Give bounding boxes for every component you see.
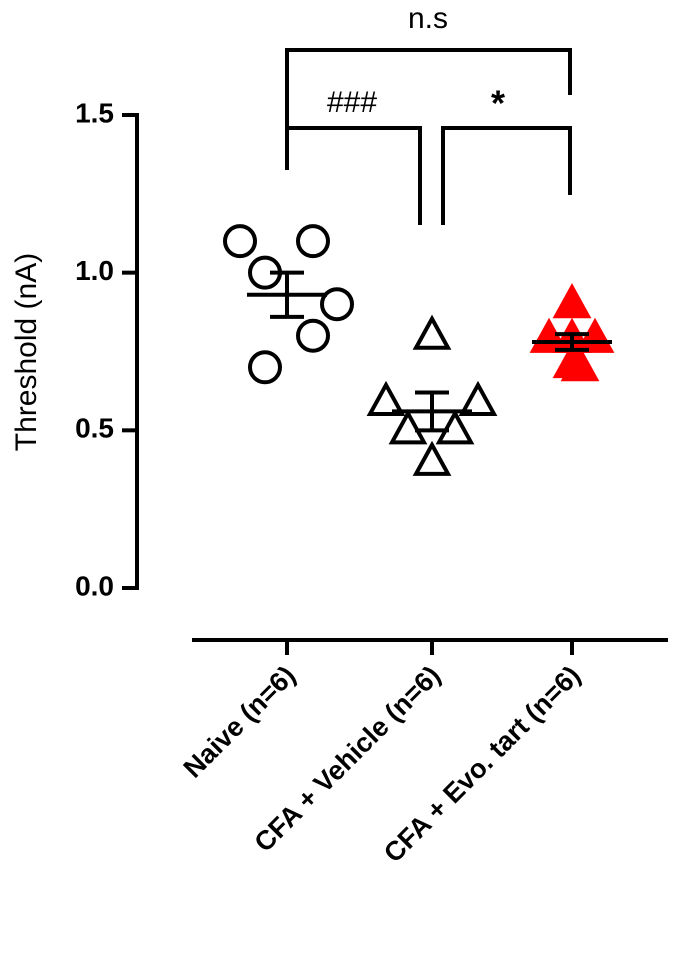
point: [223, 224, 257, 259]
y-tick-label: 1.0: [75, 255, 114, 286]
point: [296, 224, 330, 259]
point: [560, 346, 600, 382]
y-tick-label: 1.5: [75, 97, 114, 128]
point: [248, 350, 282, 385]
annotation: n.s: [408, 2, 448, 35]
point: [412, 314, 452, 350]
x-tick-label: Naive (n=6): [178, 660, 302, 784]
bracket: [441, 126, 572, 225]
point: [435, 409, 475, 445]
y-tick-label: 0.0: [75, 570, 114, 601]
bracket: [285, 48, 572, 170]
annotation: ###: [327, 86, 377, 119]
point: [296, 318, 330, 353]
point: [388, 409, 428, 445]
y-axis-label: Threshold (nA): [10, 253, 43, 451]
y-tick-label: 0.5: [75, 413, 114, 444]
point: [458, 380, 498, 416]
point: [552, 283, 592, 319]
annotation: *: [491, 83, 505, 124]
point: [366, 380, 406, 416]
point: [320, 287, 354, 322]
bracket: [285, 126, 422, 225]
point: [412, 440, 452, 476]
